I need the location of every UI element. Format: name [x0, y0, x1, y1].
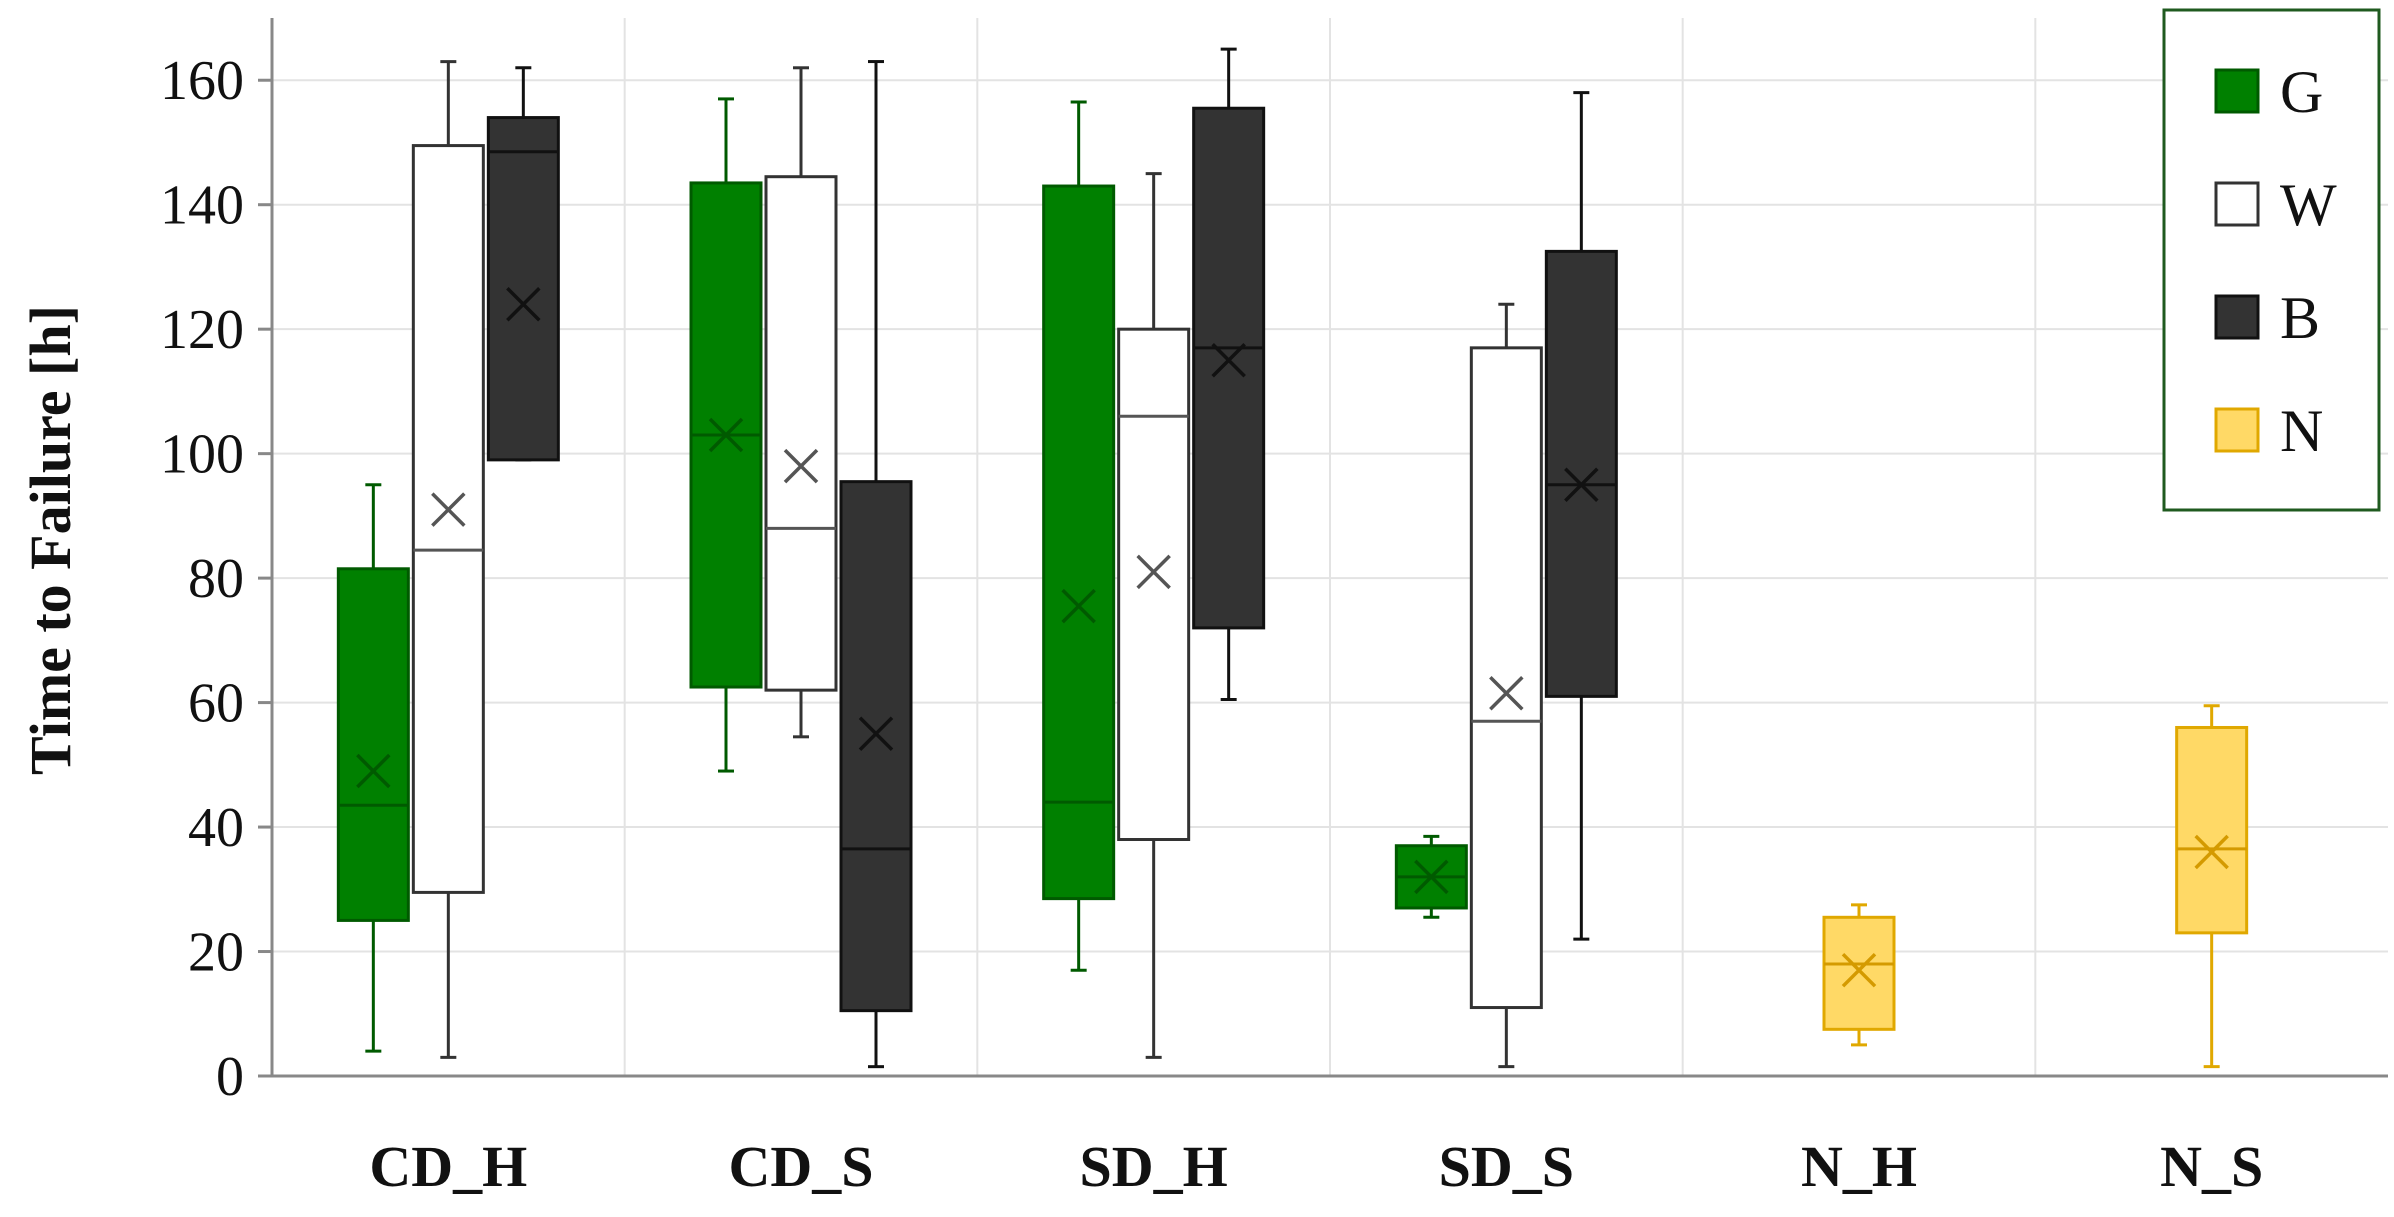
box-iqr: [2175, 725, 2249, 935]
y-tick-label: 0: [216, 1046, 244, 1108]
mean-marker: [2194, 834, 2229, 870]
legend-swatch-N: [2214, 407, 2260, 453]
box-iqr: [1544, 249, 1618, 698]
box-G-SD_H: [1042, 100, 1116, 972]
mean-marker: [1136, 554, 1171, 590]
y-tick-label: 140: [160, 175, 244, 237]
box-G-SD_S: [1394, 834, 1468, 919]
y-tick-label: 20: [188, 922, 244, 984]
y-tick-label: 100: [160, 424, 244, 486]
box-iqr: [1469, 346, 1543, 1010]
grid-lines: [272, 18, 2388, 1077]
mean-marker: [431, 492, 466, 527]
legend-label-B: B: [2280, 285, 2320, 351]
legend-swatch-W: [2214, 181, 2260, 227]
mean-marker: [783, 448, 819, 484]
box-W-SD_S: [1469, 302, 1543, 1069]
box-iqr: [1192, 106, 1266, 630]
mean-marker: [1841, 952, 1877, 988]
mean-marker: [1489, 676, 1524, 711]
box-B-SD_S: [1544, 91, 1618, 941]
mean-marker: [506, 287, 541, 322]
legend-label-W: W: [2280, 172, 2337, 238]
box-N-N_H: [1822, 903, 1896, 1047]
box-iqr: [1822, 915, 1896, 1031]
box-iqr: [486, 116, 560, 462]
box-iqr: [336, 567, 410, 922]
box-W-CD_H: [411, 60, 485, 1059]
mean-marker: [1564, 467, 1599, 503]
mean-marker: [1211, 343, 1246, 378]
box-iqr: [839, 480, 913, 1013]
legend-label-G: G: [2280, 59, 2323, 125]
box-G-CD_H: [336, 483, 410, 1053]
mean-marker: [356, 753, 391, 789]
box-iqr: [1042, 184, 1116, 901]
box-B-CD_S: [839, 60, 913, 1069]
mean-marker: [708, 417, 744, 453]
x-category-label: N_S: [2160, 1134, 2263, 1199]
box-B-SD_H: [1192, 47, 1266, 701]
box-W-SD_H: [1117, 172, 1191, 1059]
legend-swatch-G: [2214, 68, 2260, 114]
box-iqr: [764, 175, 838, 692]
axis-labels: 0 20 40 60 80 100 120 140 160 CD_H CD_S SD_H SD_S N_H…: [160, 50, 2263, 1199]
x-category-label: SD_S: [1439, 1134, 1574, 1199]
mean-marker: [1061, 588, 1096, 624]
legend-swatch-B: [2214, 294, 2260, 340]
x-category-label: N_H: [1801, 1134, 1917, 1199]
y-tick-label: 40: [188, 797, 244, 859]
x-category-label: SD_H: [1080, 1134, 1228, 1199]
y-axis-title: Time to Failure [h]: [18, 305, 83, 775]
x-category-label: CD_S: [728, 1134, 873, 1199]
box-iqr: [1117, 327, 1191, 842]
y-tick-label: 120: [160, 299, 244, 361]
legend-box: [2162, 8, 2381, 512]
axes: [258, 18, 2388, 1078]
box-N-N_S: [2175, 704, 2249, 1069]
box-iqr: [411, 144, 485, 894]
y-tick-label: 60: [188, 673, 244, 735]
mean-marker: [858, 716, 894, 751]
mean-marker: [1414, 859, 1449, 895]
x-category-label: CD_H: [369, 1134, 527, 1199]
box-B-CD_H: [486, 66, 560, 462]
y-tick-label: 160: [160, 50, 244, 112]
legend-label-N: N: [2280, 398, 2323, 464]
y-tick-label: 80: [188, 548, 244, 610]
box-G-CD_S: [689, 97, 763, 773]
box-W-CD_S: [764, 66, 838, 739]
box-series: [336, 47, 2249, 1069]
